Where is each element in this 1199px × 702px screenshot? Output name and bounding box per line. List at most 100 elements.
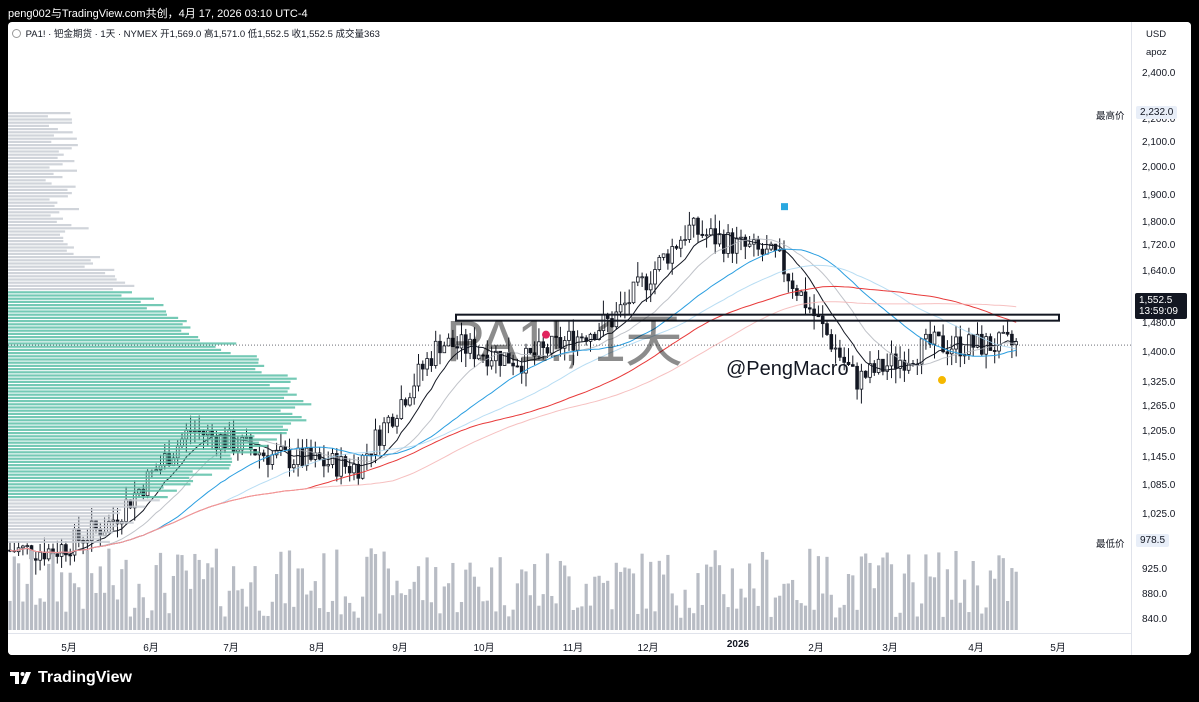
volume-bar: [829, 594, 833, 630]
volume-profile-bar: [8, 163, 63, 166]
price-axis[interactable]: 2,400.0 2,200.0 2,100.0 2,000.0 1,900.0 …: [1131, 22, 1191, 655]
candle-body: [889, 353, 894, 367]
volume-bar: [64, 611, 68, 630]
volume-profile-bar: [8, 508, 122, 511]
volume-profile-bar: [8, 259, 91, 262]
volume-bar: [391, 595, 395, 630]
volume-bar: [309, 590, 313, 630]
volume-bar: [834, 617, 838, 630]
volume-bar: [124, 559, 128, 630]
volume-profile-bar: [8, 291, 132, 294]
volume-profile-bar: [8, 403, 312, 406]
price-tick: 2,400.0: [1142, 68, 1176, 79]
legend-low-label: 低: [247, 29, 258, 40]
candle-body: [674, 246, 679, 249]
volume-bar: [683, 589, 687, 630]
time-label: 5月: [61, 643, 77, 654]
candle-body: [420, 363, 425, 370]
candle-body: [997, 332, 1001, 352]
candle-body: [261, 452, 266, 457]
volume-bar: [932, 577, 937, 630]
candle-body: [270, 454, 275, 465]
candle-body: [459, 334, 464, 349]
volume-bar: [674, 605, 679, 630]
legend-high-label: 高: [203, 29, 214, 40]
candle-body: [799, 291, 803, 296]
candle-body: [842, 356, 846, 363]
volume-profile-bar: [8, 252, 74, 255]
volume-bar: [305, 594, 309, 630]
volume-bar: [984, 607, 988, 630]
volume-profile-bar: [8, 336, 199, 339]
volume-bar: [42, 601, 46, 630]
time-axis[interactable]: 5月 6月 7月 8月 9月 10月 11月 12月 2026 2月 3月 4月…: [8, 633, 1131, 655]
candle-body: [558, 337, 563, 349]
volume-profile-bar: [8, 256, 101, 259]
volume-profile-bar: [8, 281, 126, 284]
volume-bar: [1010, 568, 1014, 630]
volume-bar: [201, 579, 206, 630]
candle-body: [476, 354, 481, 360]
volume-profile-bar: [8, 172, 54, 175]
volume-bar: [821, 593, 825, 630]
candle-body: [722, 234, 726, 254]
volume-bar: [29, 550, 34, 630]
volume-bar: [885, 552, 889, 630]
candle-body: [442, 345, 447, 354]
candle-body: [919, 338, 924, 365]
chart-panel[interactable]: PA1! · 钯金期货 · 1天 · NYMEX 开1,569.0 高1,571…: [8, 22, 1191, 655]
currency-button[interactable]: USD apoz: [1140, 25, 1184, 63]
volume-bar: [812, 609, 816, 630]
volume-profile-bar: [8, 217, 63, 220]
candle-body: [618, 304, 623, 313]
volume-profile-bar: [8, 454, 231, 457]
candle-body: [687, 224, 692, 240]
volume-profile-bar: [8, 332, 189, 335]
volume-profile-bar: [8, 176, 63, 179]
volume-profile-bar: [8, 528, 113, 531]
volume-profile-bar: [8, 288, 113, 291]
candle-body: [455, 346, 459, 349]
volume-bar: [232, 566, 236, 630]
volume-bar: [988, 570, 992, 630]
volume-bar: [666, 554, 670, 630]
volume-profile-bar: [8, 499, 160, 502]
volume-profile-bar: [8, 515, 112, 518]
volume-profile-bar: [8, 483, 191, 486]
volume-bar: [171, 575, 175, 630]
volume-bar: [51, 553, 55, 630]
volume-bar: [588, 605, 593, 630]
candle-body: [347, 466, 352, 474]
candle-body: [816, 315, 821, 318]
candle-body: [726, 232, 730, 254]
volume-bar: [855, 609, 859, 630]
candle-body: [876, 358, 881, 373]
volume-bar: [803, 605, 808, 630]
volume-bar: [649, 561, 653, 630]
volume-profile-bar: [8, 156, 58, 159]
volume-profile-bar: [8, 444, 268, 447]
volume-bar: [735, 608, 739, 630]
volume-profile-bar: [8, 339, 200, 342]
volume-bar: [954, 550, 958, 630]
volume-bar: [743, 597, 747, 630]
legend-volume-label: 成交量: [335, 29, 365, 40]
candle-body: [648, 283, 653, 291]
volume-bar: [881, 557, 885, 630]
volume-bar: [442, 586, 446, 630]
volume-profile-bar: [8, 492, 146, 495]
volume-profile-bar: [8, 460, 233, 463]
volume-profile-bar: [8, 425, 283, 428]
price-plot[interactable]: [8, 22, 1131, 633]
volume-bar: [416, 566, 421, 630]
volume-profile-bar: [8, 371, 262, 374]
volume-bar: [210, 567, 214, 630]
candle-body: [390, 416, 395, 427]
volume-bar: [614, 562, 618, 630]
candle-body: [614, 311, 619, 328]
last-price: 1,552.5: [1139, 295, 1173, 306]
candle-body: [717, 234, 722, 245]
volume-bar: [644, 608, 648, 630]
candle-body: [334, 453, 339, 477]
candle-body: [747, 243, 752, 247]
